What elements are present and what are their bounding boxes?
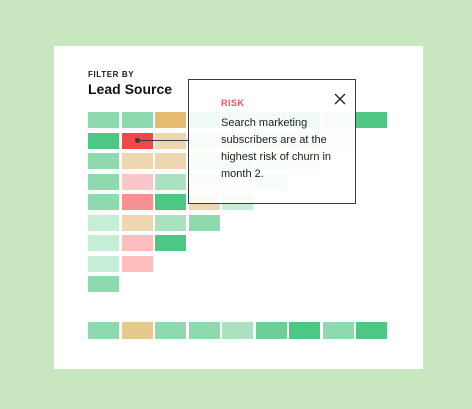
filter-eyebrow: FILTER BY bbox=[88, 70, 135, 79]
summary-cell[interactable] bbox=[322, 322, 354, 339]
cohort-cell[interactable] bbox=[88, 235, 119, 251]
tooltip-text: Search marketing subscribers are at the … bbox=[221, 117, 332, 180]
close-icon[interactable] bbox=[333, 92, 347, 106]
cohort-cell[interactable] bbox=[88, 276, 119, 292]
summary-cell[interactable] bbox=[88, 322, 119, 339]
tooltip-anchor-dot bbox=[135, 138, 140, 143]
cohort-cell[interactable] bbox=[88, 194, 119, 210]
summary-cell[interactable] bbox=[121, 322, 153, 339]
cohort-cell[interactable] bbox=[121, 153, 153, 169]
cohort-cell[interactable] bbox=[155, 194, 186, 210]
cohort-cell[interactable] bbox=[121, 112, 153, 128]
cohort-cell[interactable] bbox=[121, 194, 153, 210]
summary-cell[interactable] bbox=[289, 322, 320, 339]
cohort-cell[interactable] bbox=[88, 173, 119, 190]
cohort-cell[interactable] bbox=[356, 112, 387, 128]
cohort-cell[interactable] bbox=[88, 214, 119, 231]
cohort-cell[interactable] bbox=[88, 112, 119, 128]
cohort-cell[interactable] bbox=[121, 235, 153, 251]
cohort-cell[interactable] bbox=[155, 153, 186, 169]
cohort-cell[interactable] bbox=[155, 235, 186, 251]
cohort-cell[interactable] bbox=[121, 255, 153, 272]
cohort-cell[interactable] bbox=[121, 214, 153, 231]
cohort-cell[interactable] bbox=[155, 173, 186, 190]
tooltip-connector bbox=[137, 140, 188, 141]
cohort-cell[interactable] bbox=[155, 214, 186, 231]
cohort-cell[interactable] bbox=[188, 214, 220, 231]
cohort-cell[interactable] bbox=[88, 132, 119, 149]
cohort-cell[interactable] bbox=[88, 153, 119, 169]
cohort-cell[interactable] bbox=[88, 255, 119, 272]
risk-tooltip: RISK Search marketing subscribers are at… bbox=[188, 79, 356, 204]
tooltip-label: RISK bbox=[221, 98, 245, 108]
summary-cell[interactable] bbox=[356, 322, 387, 339]
cohort-cell[interactable] bbox=[155, 112, 186, 128]
summary-cell[interactable] bbox=[155, 322, 186, 339]
filter-title[interactable]: Lead Source bbox=[88, 81, 173, 97]
summary-cell[interactable] bbox=[222, 322, 253, 339]
summary-cell[interactable] bbox=[188, 322, 220, 339]
summary-cell[interactable] bbox=[255, 322, 287, 339]
cohort-cell[interactable] bbox=[121, 173, 153, 190]
